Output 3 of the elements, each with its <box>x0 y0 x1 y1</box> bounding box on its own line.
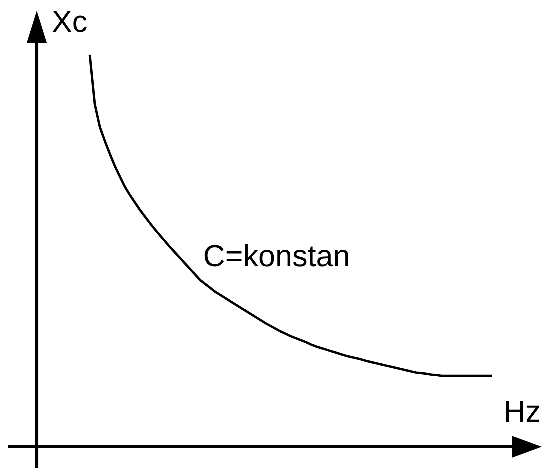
y-axis-title: Xc <box>52 11 87 32</box>
x-axis-title: Hz <box>506 400 540 422</box>
series-label: C=konstan <box>204 244 348 267</box>
